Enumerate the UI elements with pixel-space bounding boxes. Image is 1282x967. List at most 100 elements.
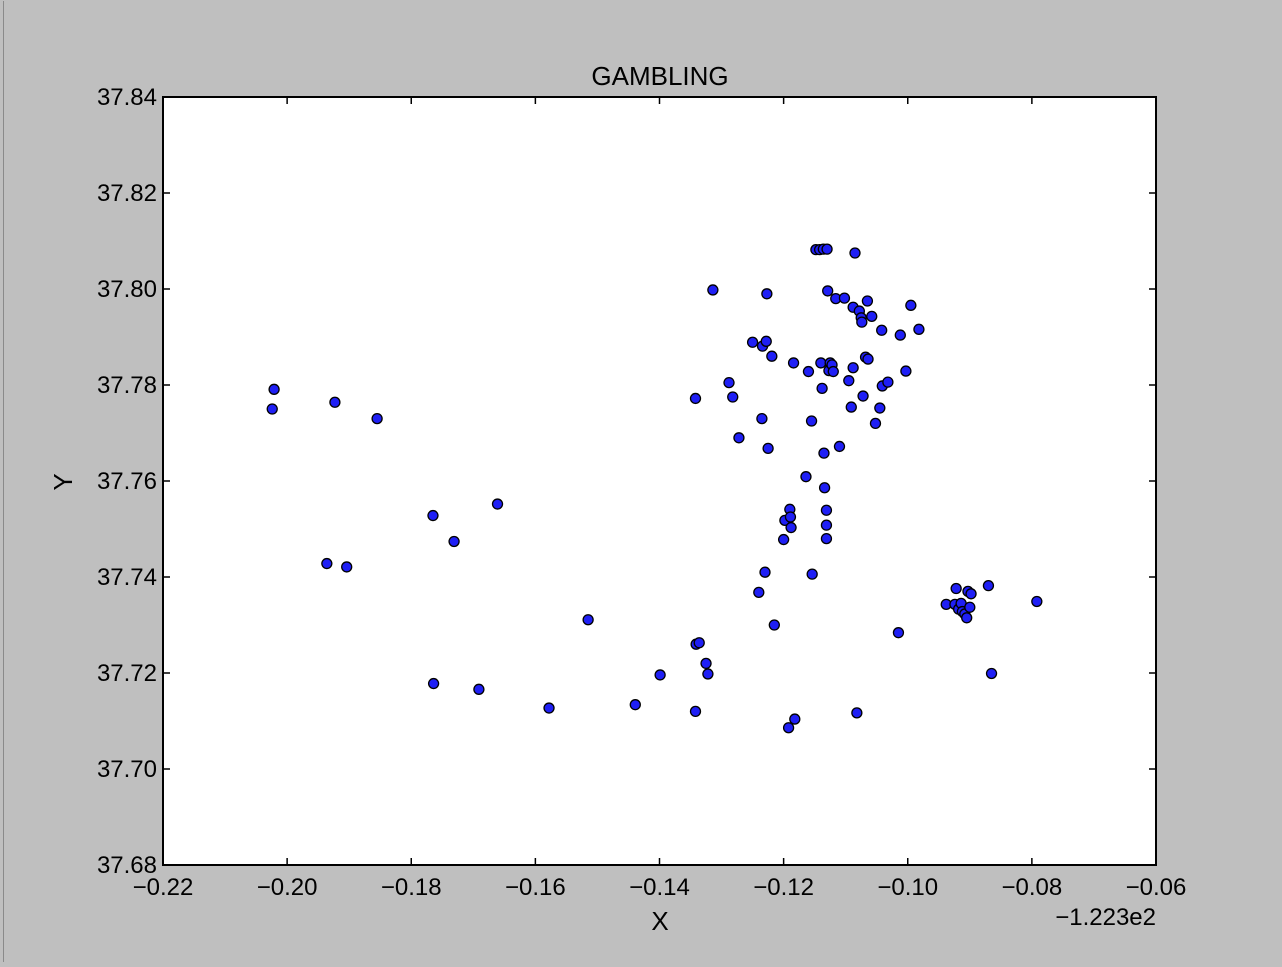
chart-title: GAMBLING xyxy=(591,61,728,91)
data-point xyxy=(820,519,833,531)
figure: GAMBLING −0.22 −0.20 −0.18 −0.16 −0.14 −0.12−… xyxy=(3,1,1280,962)
data-point xyxy=(702,668,714,680)
x-tick-label: −0.12 xyxy=(753,874,814,901)
data-point xyxy=(782,722,795,734)
data-point xyxy=(777,533,790,546)
plot-area xyxy=(162,96,1157,866)
data-point xyxy=(723,376,735,389)
y-tick-label: 37.72 xyxy=(97,660,157,687)
data-point xyxy=(851,707,863,719)
data-point xyxy=(321,557,333,570)
data-point xyxy=(707,284,719,296)
x-tick-label: −0.08 xyxy=(1002,874,1063,901)
data-point xyxy=(543,702,555,714)
data-point xyxy=(861,295,874,307)
data-point xyxy=(838,292,851,304)
data-point xyxy=(894,329,906,341)
data-point xyxy=(759,566,771,578)
data-point xyxy=(874,402,886,414)
x-tick-label: −0.10 xyxy=(877,874,938,901)
data-point xyxy=(827,365,839,378)
data-point xyxy=(982,579,995,592)
x-tick-label: −0.14 xyxy=(629,874,690,901)
data-point xyxy=(845,401,857,413)
data-points xyxy=(266,243,1043,734)
data-point xyxy=(950,582,962,595)
y-tick-label: 37.82 xyxy=(97,180,157,207)
data-point xyxy=(800,471,812,483)
data-point xyxy=(693,637,705,649)
data-point xyxy=(785,521,797,534)
x-axis-offset-label: −1.223e2 xyxy=(1055,904,1156,931)
data-point xyxy=(689,705,702,718)
data-point xyxy=(821,243,833,255)
data-point xyxy=(756,412,768,425)
data-point xyxy=(733,432,745,444)
data-point xyxy=(843,375,855,387)
data-point xyxy=(727,391,739,403)
data-point xyxy=(822,285,834,297)
data-point xyxy=(329,396,341,408)
data-point xyxy=(806,568,818,580)
scatter-chart: GAMBLING −0.22 −0.20 −0.18 −0.16 −0.14 −0.12−… xyxy=(48,61,1187,936)
data-point xyxy=(427,677,440,690)
x-tick-labels: −0.22 −0.20 −0.18 −0.16 −0.14 −0.12 −0.10 −0.08… xyxy=(133,874,1187,901)
data-point xyxy=(341,561,353,573)
data-point xyxy=(371,412,383,425)
x-tick-label: −0.06 xyxy=(1126,874,1187,901)
data-point xyxy=(833,440,846,453)
y-tick-label: 37.76 xyxy=(97,468,157,495)
y-tick-label: 37.68 xyxy=(97,852,157,879)
x-axis-label: X xyxy=(651,906,668,936)
data-point xyxy=(689,392,702,405)
axis-ticks xyxy=(162,96,1157,866)
data-point xyxy=(629,699,641,711)
data-point xyxy=(268,383,280,395)
data-point xyxy=(448,535,460,548)
data-point xyxy=(746,336,759,348)
data-point xyxy=(913,323,925,335)
data-point xyxy=(964,601,976,613)
y-tick-label: 37.80 xyxy=(97,276,157,303)
data-point xyxy=(761,288,773,300)
data-point xyxy=(847,362,859,374)
y-tick-label: 37.74 xyxy=(97,564,157,591)
data-point xyxy=(849,247,861,259)
x-tick-label: −0.18 xyxy=(381,874,442,901)
y-tick-label: 37.84 xyxy=(97,84,157,111)
data-point xyxy=(869,417,882,430)
data-point xyxy=(856,316,868,328)
data-point xyxy=(427,509,439,522)
data-point xyxy=(802,365,815,378)
y-axis-label: Y xyxy=(48,473,78,490)
data-point xyxy=(815,357,827,369)
data-point xyxy=(766,350,778,362)
data-point xyxy=(900,365,912,377)
data-point xyxy=(700,657,712,670)
data-point xyxy=(789,713,801,725)
y-tick-labels: 37.68 37.70 37.72 37.74 37.76 37.78 37.80 37.82… xyxy=(97,84,157,879)
data-point xyxy=(762,442,774,455)
data-point xyxy=(760,335,772,347)
data-point xyxy=(805,415,818,427)
data-point xyxy=(905,299,917,311)
data-point xyxy=(768,619,780,631)
data-point xyxy=(857,390,869,402)
y-tick-label: 37.70 xyxy=(97,756,157,783)
data-point xyxy=(266,403,278,415)
x-tick-label: −0.20 xyxy=(257,874,318,901)
data-point xyxy=(816,382,828,395)
data-point xyxy=(582,614,594,626)
data-point xyxy=(654,669,666,681)
data-point xyxy=(866,310,878,323)
data-point xyxy=(753,586,765,599)
y-tick-label: 37.78 xyxy=(97,372,157,399)
data-point xyxy=(862,353,874,365)
data-point xyxy=(961,612,973,624)
data-point xyxy=(820,504,833,516)
data-point xyxy=(876,324,888,336)
data-point xyxy=(892,627,905,639)
data-point xyxy=(820,532,833,545)
data-point xyxy=(491,498,504,510)
data-point xyxy=(818,482,831,494)
